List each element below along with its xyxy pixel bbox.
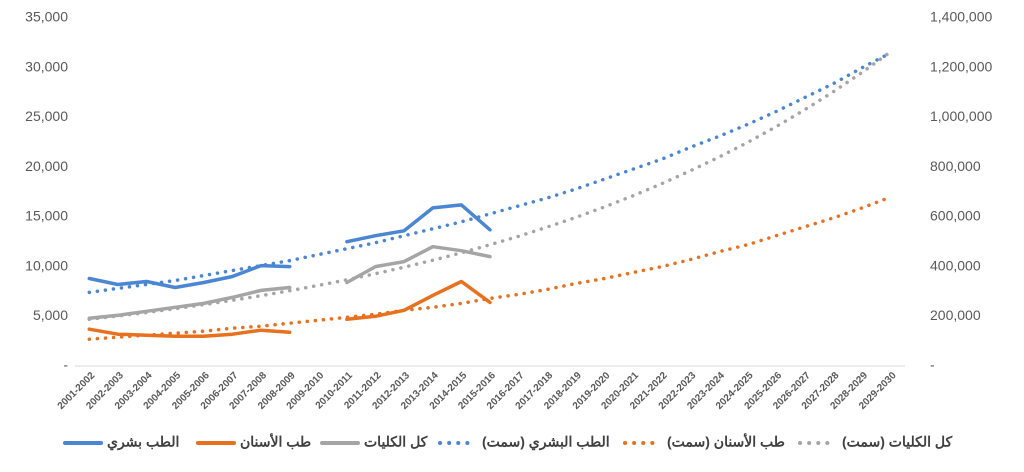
y-tick-label: 5,000 xyxy=(33,307,68,323)
y2-tick-label: 400,000 xyxy=(930,257,981,273)
series-line xyxy=(87,203,492,290)
legend-label: طب الأسنان xyxy=(240,433,311,450)
legend-label: الطب بشري xyxy=(107,434,179,451)
y-tick-label: 15,000 xyxy=(25,208,68,224)
series-line xyxy=(87,195,893,341)
legend-label: كل الكليات (سمت) xyxy=(842,434,952,450)
legend-label: كل الكليات xyxy=(364,434,428,450)
series-line xyxy=(87,49,893,322)
legend-label: طب الأسنان (سمت) xyxy=(667,433,785,450)
y-tick-label: 30,000 xyxy=(25,58,68,74)
y2-tick-label: - xyxy=(930,357,935,373)
y2-tick-label: 1,400,000 xyxy=(930,9,992,25)
y-tick-label: - xyxy=(63,357,68,373)
y2-tick-label: 800,000 xyxy=(930,158,981,174)
series-line xyxy=(87,279,492,338)
y2-tick-label: 1,200,000 xyxy=(930,58,992,74)
y2-tick-label: 600,000 xyxy=(930,208,981,224)
legend-label: الطب البشري (سمت) xyxy=(482,434,610,451)
y-tick-label: 35,000 xyxy=(25,9,68,25)
y2-tick-label: 200,000 xyxy=(930,307,981,323)
y-tick-label: 25,000 xyxy=(25,108,68,124)
y2-tick-label: 1,000,000 xyxy=(930,108,992,124)
y-tick-label: 20,000 xyxy=(25,158,68,174)
y-tick-label: 10,000 xyxy=(25,257,68,273)
